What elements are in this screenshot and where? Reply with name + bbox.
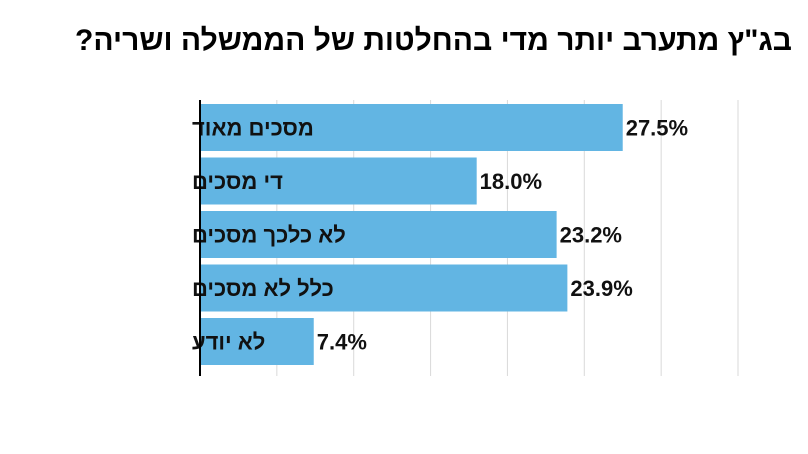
value-label: 18.0%	[480, 169, 542, 194]
category-label: מסכים מאוד	[192, 116, 314, 141]
bars	[200, 104, 623, 365]
category-label: לא יודע	[192, 330, 265, 355]
labels: מסכים מאוד 27.5% די מסכים 18.0% לא כלכך מסכי…	[192, 116, 688, 355]
category-label: לא כלכך מסכים	[192, 223, 346, 248]
bar	[200, 104, 623, 151]
chart-title: בג"ץ מתערב יותר מדי בהחלטות של הממשלה וש…	[75, 24, 792, 57]
bar	[200, 211, 557, 258]
category-label: כלל לא מסכים	[192, 276, 334, 301]
bar	[200, 157, 477, 205]
category-label: די מסכים	[192, 169, 283, 194]
bar	[200, 264, 568, 312]
value-label: 7.4%	[317, 330, 367, 355]
value-label: 23.2%	[560, 223, 622, 248]
bar	[200, 318, 314, 365]
value-label: 23.9%	[570, 276, 632, 301]
value-label: 27.5%	[626, 116, 688, 141]
